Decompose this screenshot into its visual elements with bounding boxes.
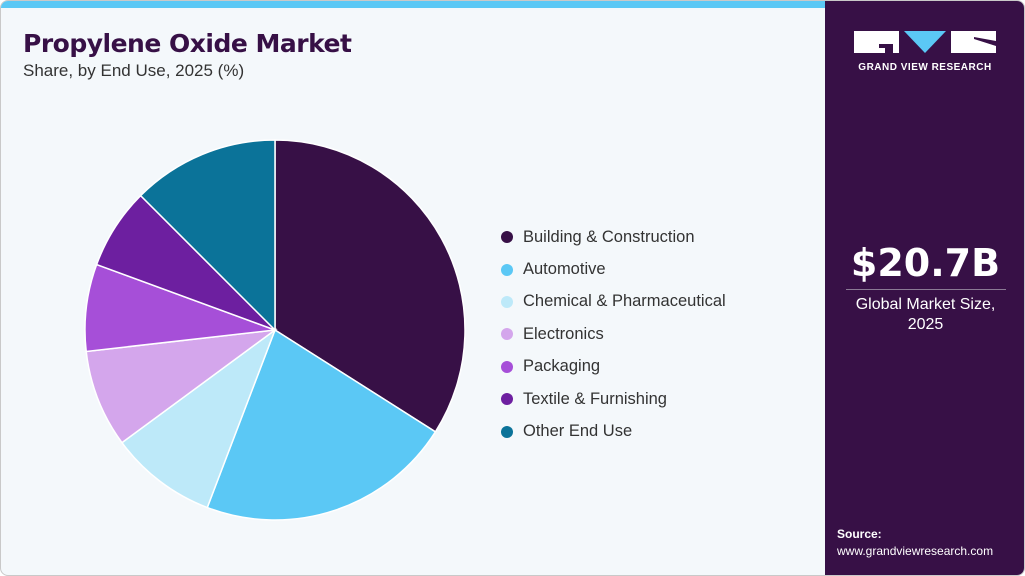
- legend-item: Building & Construction: [501, 221, 726, 253]
- legend-label: Packaging: [523, 357, 601, 376]
- pie-slice-other-end-use: [139, 139, 276, 332]
- legend-swatch: [501, 231, 513, 244]
- chart-title: Propylene Oxide Market: [23, 29, 352, 58]
- market-size-value: $20.7B: [850, 241, 1001, 285]
- market-size-label-line2: 2025: [907, 316, 944, 333]
- pie-slice-building-construction: [274, 139, 466, 433]
- legend: Building & Construction Automotive Chemica…: [501, 221, 726, 448]
- legend-label: Automotive: [523, 260, 606, 279]
- legend-swatch: [501, 328, 513, 341]
- legend-item: Automotive: [501, 253, 726, 285]
- legend-label: Other End Use: [523, 422, 633, 441]
- legend-item: Electronics: [501, 318, 726, 350]
- side-panel: [825, 1, 1024, 575]
- legend-item: Chemical & Pharmaceutical: [501, 286, 726, 318]
- legend-swatch: [501, 360, 513, 373]
- legend-item: Other End Use: [501, 415, 726, 447]
- legend-item: Textile & Furnishing: [501, 383, 726, 415]
- pie-slice-automotive: [206, 328, 437, 521]
- market-size-label: Global Market Size, 2025: [825, 295, 1024, 335]
- legend-swatch: [501, 295, 513, 308]
- legend-item: Packaging: [501, 351, 726, 383]
- legend-label: Chemical & Pharmaceutical: [523, 292, 726, 311]
- gvr-logo: [854, 31, 996, 53]
- divider: [846, 289, 1006, 290]
- source-label: Source:: [837, 527, 882, 541]
- legend-swatch: [501, 393, 513, 406]
- pie-slice-chemical-pharmaceutical: [120, 327, 277, 509]
- pie-slice-electronics: [85, 328, 278, 444]
- legend-swatch: [501, 263, 513, 276]
- pie-chart: [84, 139, 466, 521]
- accent-bar: [1, 1, 825, 8]
- chart-subtitle: Share, by End Use, 2025 (%): [23, 61, 245, 80]
- legend-label: Electronics: [523, 324, 604, 343]
- legend-label: Textile & Furnishing: [523, 389, 667, 408]
- market-size-label-line1: Global Market Size,: [855, 296, 996, 313]
- legend-label: Building & Construction: [523, 227, 695, 246]
- legend-swatch: [501, 425, 513, 438]
- source-url[interactable]: www.grandviewresearch.com: [837, 544, 994, 558]
- brand-name: GRAND VIEW RESEARCH: [858, 62, 992, 73]
